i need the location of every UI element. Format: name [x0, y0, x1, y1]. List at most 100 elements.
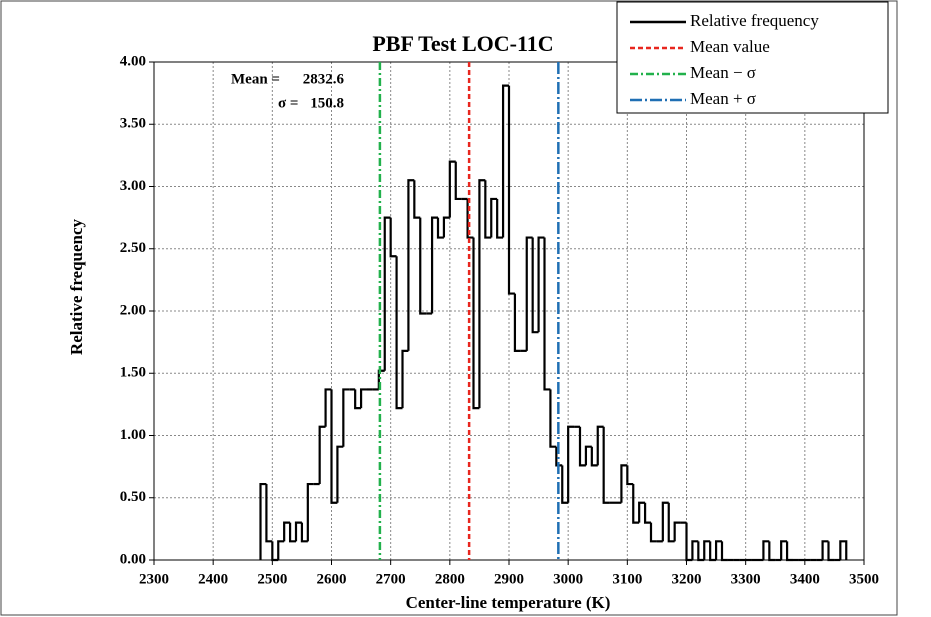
histogram-bin	[342, 388, 350, 447]
histogram-bin	[561, 465, 569, 504]
histogram-bin	[336, 445, 344, 503]
y-tick-label: 4.00	[120, 53, 146, 69]
legend-box	[616, 1, 889, 114]
histogram-bin	[780, 540, 788, 560]
histogram-bin	[578, 426, 586, 467]
x-tick-label: 3100	[612, 571, 642, 587]
histogram-bin	[259, 482, 267, 560]
histogram-bin	[389, 217, 397, 258]
histogram-bin	[330, 389, 338, 504]
histogram-bin	[306, 482, 314, 542]
histogram-bin	[661, 501, 669, 542]
x-tick-label: 2600	[317, 571, 347, 587]
histogram-bin	[762, 540, 770, 560]
histogram-bin	[839, 540, 848, 560]
histogram-bin	[277, 540, 285, 560]
histogram-bin	[490, 197, 498, 238]
x-tick-label: 2400	[198, 571, 228, 587]
histogram-bin	[584, 445, 592, 466]
histogram-bin	[620, 464, 628, 503]
histogram-bin	[271, 541, 279, 562]
annotation-value: 150.8	[310, 95, 344, 111]
annotation-label: σ =	[278, 95, 298, 111]
histogram-bin	[649, 522, 657, 543]
histogram-bin	[667, 502, 675, 543]
y-tick-label: 0.50	[120, 489, 146, 505]
histogram-bin	[442, 216, 450, 238]
histogram-bin	[703, 540, 711, 560]
y-tick-label: 0.00	[120, 551, 146, 567]
y-tick-label: 3.00	[120, 178, 146, 194]
histogram-bin	[501, 84, 509, 238]
histogram-bin	[294, 521, 302, 542]
y-tick-label: 2.00	[120, 302, 146, 318]
histogram-bin	[691, 540, 699, 560]
histogram-bin	[401, 349, 409, 409]
legend-label: Relative frequency	[690, 11, 819, 30]
histogram-bin	[507, 85, 515, 295]
histogram-bin	[720, 541, 728, 562]
histogram-bin	[413, 180, 421, 219]
histogram-bin	[590, 446, 598, 467]
histogram-bin	[596, 425, 604, 466]
histogram-bin	[513, 293, 521, 352]
histogram-bin	[626, 465, 634, 486]
x-tick-label: 3200	[672, 571, 702, 587]
annotation-label: Mean =	[231, 71, 280, 87]
histogram-bin	[472, 237, 480, 410]
histogram-bin	[478, 179, 486, 409]
histogram-bin	[359, 388, 367, 409]
histogram-bin	[768, 541, 776, 562]
histogram-bin	[785, 541, 793, 562]
histogram-bin	[821, 540, 829, 560]
legend: Relative frequency Mean value Mean − σ Mean…	[616, 1, 889, 114]
annotation-value: 2832.6	[303, 71, 345, 87]
x-axis-label: Center-line temperature (K)	[406, 593, 611, 612]
histogram-bin	[525, 236, 533, 351]
histogram-bin	[407, 179, 415, 351]
histogram-bin	[395, 256, 403, 410]
histogram-bin	[318, 425, 326, 485]
histogram-bin	[697, 541, 705, 562]
histogram-bin	[555, 446, 563, 467]
histogram-bin	[638, 501, 646, 523]
y-tick-label: 1.00	[120, 427, 146, 443]
histogram-bin	[602, 426, 610, 504]
histogram-bin	[531, 237, 539, 334]
x-tick-label: 2300	[139, 571, 169, 587]
plot-border	[153, 61, 865, 561]
histogram-bin	[484, 180, 492, 239]
chart-title: PBF Test LOC-11C	[372, 31, 553, 56]
histogram-bin	[283, 521, 291, 542]
histogram-bin	[448, 160, 456, 218]
x-tick-label: 2800	[435, 571, 465, 587]
x-tick-label: 3500	[849, 571, 879, 587]
histogram-bin	[354, 389, 362, 410]
legend-label: Mean + σ	[690, 89, 756, 108]
histogram-bin	[436, 217, 444, 239]
histogram-bin	[383, 216, 391, 371]
y-tick-label: 2.50	[120, 240, 146, 256]
histogram-bin	[324, 388, 332, 427]
histogram-bin	[709, 541, 717, 562]
histogram-bin	[567, 425, 575, 503]
x-tick-label: 2900	[494, 571, 524, 587]
histogram-bin	[288, 522, 296, 543]
y-axis-label: Relative frequency	[67, 218, 86, 355]
histogram-bin	[643, 502, 651, 524]
histogram-bin	[419, 217, 427, 315]
histogram-bin	[549, 389, 557, 448]
x-tick-label: 2500	[257, 571, 287, 587]
y-tick-label: 3.50	[120, 116, 146, 132]
legend-label: Mean − σ	[690, 63, 756, 82]
legend-label: Mean value	[690, 37, 770, 56]
x-tick-label: 2700	[376, 571, 406, 587]
histogram-bin	[454, 161, 462, 201]
x-tick-label: 3000	[553, 571, 583, 587]
histogram-bin	[466, 198, 474, 239]
y-tick-label: 1.50	[120, 365, 146, 381]
histogram-bin	[537, 236, 545, 333]
histogram-bin	[714, 540, 722, 560]
histogram-bin	[430, 216, 438, 314]
